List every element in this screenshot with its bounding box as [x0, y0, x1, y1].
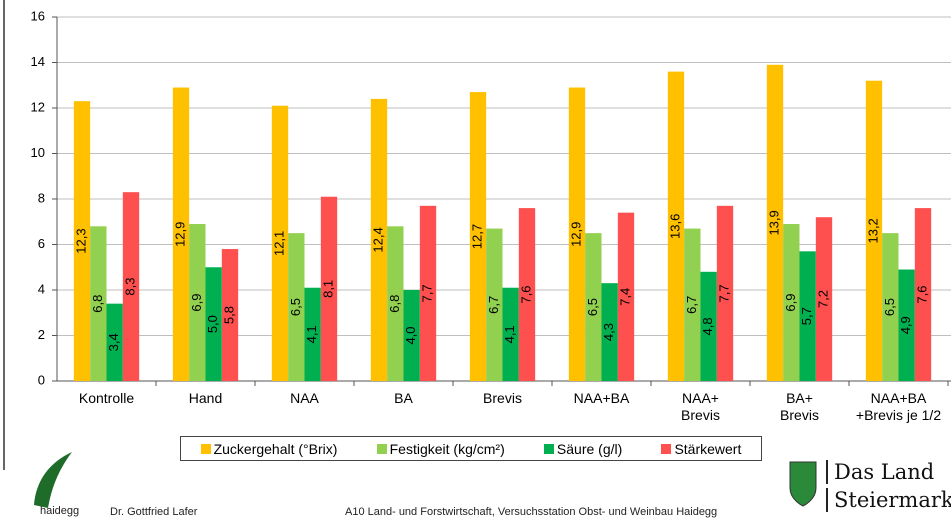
value-label: 5,7: [799, 307, 814, 325]
logo-text: Das Land: [826, 460, 934, 484]
legend-item: Säure (g/l): [544, 441, 622, 457]
value-label: 13,2: [865, 218, 880, 243]
y-tick-label: 12: [31, 99, 45, 114]
x-tick-label: Brevis: [448, 390, 558, 407]
institution: A10 Land- und Forstwirtschaft, Versuchss…: [345, 506, 717, 518]
author: Dr. Gottfried Lafer: [110, 506, 197, 518]
value-label: 12,3: [73, 228, 88, 253]
x-tick-label: BA: [349, 390, 459, 407]
y-tick-label: 2: [38, 327, 45, 342]
x-tick-label: NAA+BA: [547, 390, 657, 407]
x-tick-label: NAA+ Brevis: [646, 390, 756, 424]
value-label: 6,9: [189, 293, 204, 311]
value-label: 6,8: [90, 295, 105, 313]
x-tick-label: Hand: [151, 390, 261, 407]
value-label: 6,5: [585, 298, 600, 316]
value-label: 5,0: [205, 315, 220, 333]
value-label: 12,1: [271, 231, 286, 256]
legend-item: Zuckergehalt (°Brix): [201, 441, 338, 457]
value-label: 4,0: [403, 326, 418, 344]
value-label: 4,3: [601, 323, 616, 341]
legend-swatch: [377, 444, 387, 454]
value-label: 7,4: [617, 288, 632, 306]
value-label: 13,6: [667, 214, 682, 239]
brand: haidegg: [40, 505, 79, 517]
value-label: 7,2: [815, 290, 830, 308]
value-label: 6,9: [783, 293, 798, 311]
y-tick-label: 4: [38, 281, 45, 296]
legend-label: Zuckergehalt (°Brix): [214, 441, 338, 457]
legend-label: Säure (g/l): [557, 441, 622, 457]
value-label: 6,5: [882, 298, 897, 316]
value-label: 12,9: [172, 222, 187, 247]
value-label: 7,7: [716, 284, 731, 302]
value-label: 4,1: [304, 325, 319, 343]
x-tick-label: NAA: [250, 390, 360, 407]
x-tick-label: NAA+BA +Brevis je 1/2: [844, 390, 951, 424]
slide: 024681012141612,36,83,48,312,96,95,05,81…: [0, 0, 951, 526]
legend-label: Stärkewert: [674, 441, 741, 457]
legend-swatch: [661, 444, 671, 454]
value-label: 3,4: [106, 333, 121, 351]
logo-text: Steiermark: [826, 488, 951, 512]
y-tick-label: 10: [31, 145, 45, 160]
value-label: 12,7: [469, 224, 484, 249]
value-label: 6,7: [486, 296, 501, 314]
value-label: 4,1: [502, 325, 517, 343]
legend-item: Stärkewert: [661, 441, 741, 457]
y-tick-label: 16: [31, 8, 45, 23]
legend-label: Festigkeit (kg/cm²): [390, 441, 505, 457]
legend-swatch: [201, 444, 211, 454]
y-tick-label: 14: [31, 54, 45, 69]
value-label: 8,3: [122, 278, 137, 296]
value-label: 12,9: [568, 222, 583, 247]
value-label: 7,6: [518, 286, 533, 304]
value-label: 12,4: [370, 227, 385, 252]
value-label: 4,8: [700, 317, 715, 335]
value-label: 7,6: [914, 286, 929, 304]
x-tick-label: Kontrolle: [52, 390, 162, 407]
x-tick-label: BA+ Brevis: [745, 390, 855, 424]
value-label: 8,1: [320, 280, 335, 298]
y-tick-label: 8: [38, 190, 45, 205]
value-label: 6,8: [387, 295, 402, 313]
y-tick-label: 0: [38, 372, 45, 387]
value-label: 6,7: [684, 296, 699, 314]
haidegg-logo: [34, 452, 72, 508]
value-label: 6,5: [288, 298, 303, 316]
legend-item: Festigkeit (kg/cm²): [377, 441, 505, 457]
y-tick-label: 6: [38, 236, 45, 251]
value-label: 5,8: [221, 306, 236, 324]
value-label: 7,7: [419, 284, 434, 302]
coat-of-arms: [790, 462, 816, 506]
legend: Zuckergehalt (°Brix) Festigkeit (kg/cm²) S…: [180, 436, 762, 461]
legend-swatch: [544, 444, 554, 454]
value-label: 4,9: [898, 316, 913, 334]
value-label: 13,9: [766, 210, 781, 235]
